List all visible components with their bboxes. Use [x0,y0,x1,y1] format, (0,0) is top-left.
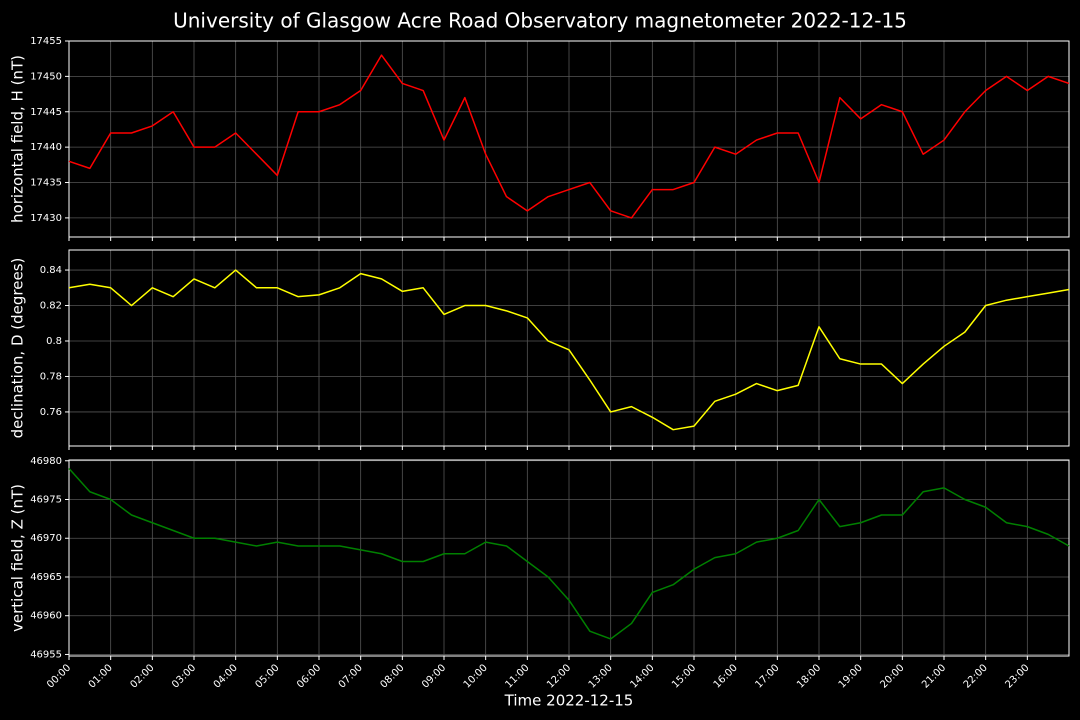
x-axis-label: Time 2022-12-15 [504,692,634,710]
x-tick-label: 16:00 [712,662,740,690]
y-tick-label: 0.82 [40,301,62,312]
y-tick-label: 17430 [30,213,62,224]
x-tick-label: 00:00 [45,662,73,690]
y-tick-label: 46970 [30,533,62,544]
x-tick-label: 07:00 [337,662,365,690]
x-tick-label: 21:00 [920,662,948,690]
y-tick-label: 46965 [30,572,62,583]
y-tick-label: 46975 [30,495,62,506]
x-tick-label: 04:00 [212,662,240,690]
y-tick-label: 46980 [30,456,62,467]
x-tick-label: 15:00 [670,662,698,690]
x-tick-label: 08:00 [378,662,406,690]
y-tick-label: 17445 [30,107,62,118]
x-tick-label: 13:00 [587,662,615,690]
axes-frame [68,40,1070,238]
x-tick-label: 02:00 [128,662,156,690]
x-tick-label: 19:00 [837,662,865,690]
y-tick-label: 17435 [30,178,62,189]
x-tick-label: 18:00 [795,662,823,690]
y-tick-label: 17440 [30,142,62,153]
y-tick-label: 0.8 [46,336,62,347]
x-tick-label: 17:00 [753,662,781,690]
y-tick-label: 0.84 [40,265,62,276]
y-tick-label: 0.76 [40,407,62,418]
x-tick-label: 05:00 [253,662,281,690]
x-tick-label: 11:00 [503,662,531,690]
data-line [68,54,1070,219]
axes-frame [68,249,1070,447]
x-tick-label: 03:00 [170,662,198,690]
y-tick-label: 17455 [30,36,62,47]
y-axis-label: declination, D (degrees) [9,258,27,439]
y-axis-label: horizontal field, H (nT) [9,55,27,223]
y-tick-label: 0.78 [40,371,62,382]
x-tick-label: 23:00 [1003,662,1031,690]
x-tick-label: 01:00 [87,662,115,690]
data-line [68,269,1070,431]
x-tick-label: 09:00 [420,662,448,690]
x-tick-label: 20:00 [878,662,906,690]
x-tick-label: 10:00 [462,662,490,690]
x-tick-label: 14:00 [628,662,656,690]
y-axis-label: vertical field, Z (nT) [9,484,27,632]
x-tick-label: 22:00 [962,662,990,690]
x-tick-label: 06:00 [295,662,323,690]
y-tick-label: 46955 [30,649,62,660]
x-tick-label: 12:00 [545,662,573,690]
y-tick-label: 17450 [30,71,62,82]
y-tick-label: 46960 [30,611,62,622]
axes-frame [68,459,1070,657]
figure-title: University of Glasgow Acre Road Observat… [173,9,907,33]
data-line [68,468,1070,640]
